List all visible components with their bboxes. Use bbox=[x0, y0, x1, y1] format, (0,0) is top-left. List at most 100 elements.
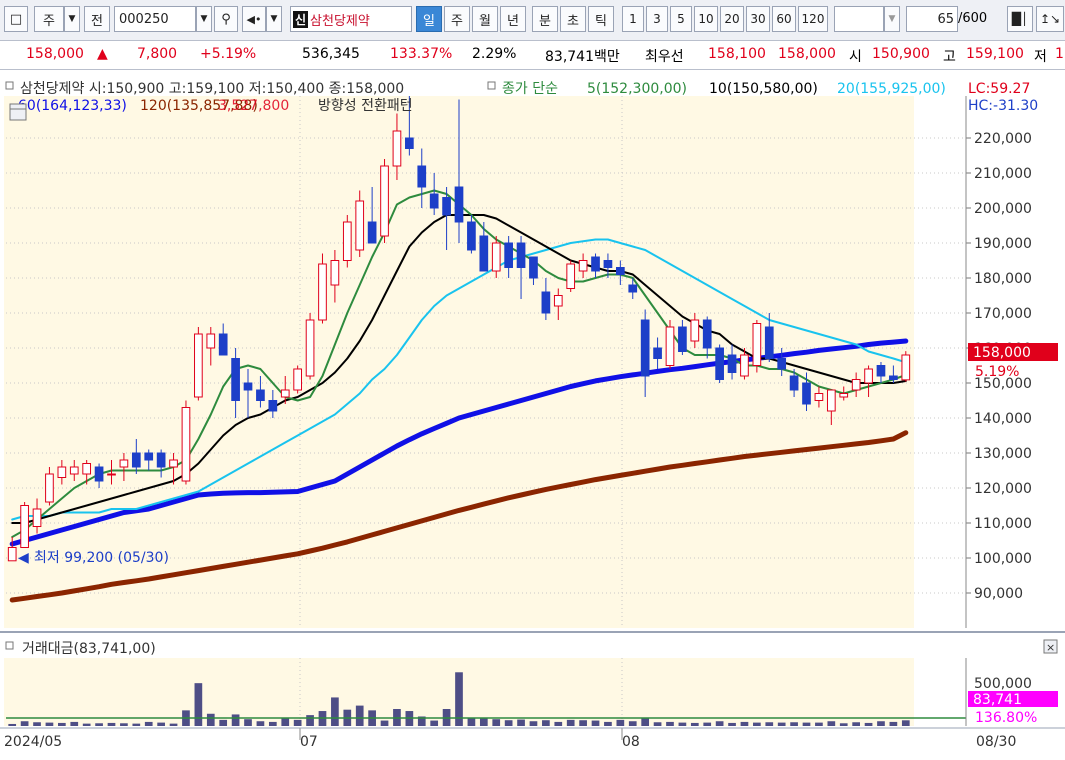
candle-body bbox=[181, 407, 191, 482]
candle-body bbox=[156, 452, 166, 468]
ma120-line bbox=[9, 430, 909, 603]
candle-body bbox=[591, 256, 600, 272]
prev-button[interactable]: 전 bbox=[84, 6, 110, 32]
last-change-label: 5.19% bbox=[975, 364, 1019, 380]
chart-area[interactable]: 90,000 100,000 110,000 120,000 130,000 140,00… bbox=[0, 70, 1065, 756]
interval-60[interactable]: 60 bbox=[772, 6, 796, 32]
candle-body bbox=[901, 354, 911, 381]
panel-close-icon[interactable] bbox=[1043, 639, 1058, 654]
price-chart-svg[interactable]: 90,000 100,000 110,000 120,000 130,000 140,00… bbox=[0, 70, 1065, 756]
page-count-input[interactable]: 65 bbox=[906, 6, 958, 32]
candle bbox=[889, 365, 898, 383]
interval-120[interactable]: 120 bbox=[798, 6, 828, 32]
candle-body bbox=[628, 284, 638, 293]
tab-period-minute[interactable]: 분 bbox=[532, 6, 558, 32]
speaker-dropdown-icon[interactable]: ▼ bbox=[266, 6, 282, 32]
interval-5[interactable]: 5 bbox=[670, 6, 692, 32]
interval-10[interactable]: 10 bbox=[694, 6, 718, 32]
interval-3[interactable]: 3 bbox=[646, 6, 668, 32]
candle-body bbox=[529, 256, 538, 279]
line-tool-icon[interactable]: ↥↘ bbox=[1036, 6, 1064, 32]
candle bbox=[690, 313, 700, 348]
volume-bar bbox=[231, 714, 240, 726]
interval-30[interactable]: 30 bbox=[746, 6, 770, 32]
calendar-icon[interactable] bbox=[9, 103, 27, 121]
interval-20[interactable]: 20 bbox=[720, 6, 744, 32]
candle bbox=[131, 439, 141, 474]
price-change: 7,800 bbox=[137, 46, 178, 62]
volume-bars bbox=[6, 672, 966, 726]
bid-price: 158,000 bbox=[778, 46, 836, 62]
candle-body bbox=[764, 326, 774, 359]
volume-tick-label: 500,000 bbox=[974, 676, 1032, 692]
volume-bar bbox=[479, 718, 488, 726]
candle-body bbox=[119, 459, 129, 468]
interval-dropdown-icon[interactable]: ▼ bbox=[884, 6, 900, 32]
ma20-polyline bbox=[11, 238, 907, 521]
candle bbox=[231, 348, 240, 418]
tab-period-week[interactable]: 주 bbox=[444, 6, 470, 32]
candle bbox=[20, 502, 29, 548]
candle-body bbox=[330, 260, 340, 286]
candle-body bbox=[243, 382, 253, 391]
volume-bar bbox=[455, 672, 463, 726]
candle-body bbox=[640, 319, 650, 377]
candle-body bbox=[665, 326, 675, 366]
candle-body bbox=[144, 452, 154, 461]
candle bbox=[169, 453, 178, 485]
y-tick-label: 130,000 bbox=[974, 446, 1032, 462]
candle-body bbox=[479, 235, 489, 272]
candle bbox=[119, 453, 129, 481]
volume-bar bbox=[268, 721, 277, 726]
stock-name-box[interactable]: 신 삼천당제약 bbox=[290, 6, 412, 32]
stock-code-input[interactable]: 000250 bbox=[114, 6, 196, 32]
tab-period-tick[interactable]: 틱 bbox=[588, 6, 614, 32]
candle-body bbox=[864, 368, 873, 384]
code-dropdown-icon[interactable]: ▼ bbox=[196, 6, 212, 32]
magnifier-icon[interactable]: ⚲ bbox=[214, 6, 238, 32]
candle bbox=[839, 386, 849, 401]
volume-bar bbox=[815, 722, 823, 726]
low-price: 1 bbox=[1055, 46, 1064, 62]
volume-bar bbox=[206, 713, 215, 726]
last-price-marker bbox=[968, 343, 1058, 361]
candle bbox=[479, 222, 489, 272]
candle-body bbox=[715, 347, 724, 380]
y-tick-label: 200,000 bbox=[974, 201, 1032, 217]
chart-type-icon[interactable]: █│ bbox=[1007, 6, 1033, 32]
candle bbox=[355, 190, 365, 257]
candle-body bbox=[20, 505, 29, 548]
volume-bar bbox=[802, 722, 811, 726]
tab-period-month[interactable]: 월 bbox=[472, 6, 498, 32]
candle-body bbox=[839, 393, 849, 398]
candle-body bbox=[454, 186, 464, 223]
type-dropdown-icon[interactable]: ▼ bbox=[64, 6, 80, 32]
volume-bar bbox=[20, 721, 29, 726]
tab-period-second[interactable]: 초 bbox=[560, 6, 586, 32]
volume-bar bbox=[877, 721, 885, 726]
candle-body bbox=[491, 242, 501, 272]
interval-1[interactable]: 1 bbox=[622, 6, 644, 32]
panel-close-glyph: × bbox=[1046, 641, 1055, 654]
candle bbox=[615, 260, 625, 285]
candle bbox=[740, 348, 749, 380]
high-price: 159,100 bbox=[966, 46, 1024, 62]
volume-bar bbox=[628, 721, 637, 726]
volume-bar bbox=[554, 721, 563, 726]
tab-period-day[interactable]: 일 bbox=[416, 6, 442, 32]
interval-custom-input[interactable] bbox=[834, 6, 884, 32]
volume-bar bbox=[331, 697, 339, 726]
window-menu-icon[interactable]: □ bbox=[4, 6, 28, 32]
candle bbox=[181, 400, 191, 485]
tab-period-year[interactable]: 년 bbox=[500, 6, 526, 32]
candle bbox=[144, 449, 154, 471]
turnover-rate: 2.29% bbox=[472, 46, 517, 62]
up-arrow-icon: ▲ bbox=[97, 46, 108, 62]
volume-bar bbox=[641, 718, 650, 726]
square-marker-icon bbox=[5, 81, 14, 90]
volume-bar bbox=[901, 720, 910, 726]
speaker-icon[interactable]: ◀• bbox=[242, 6, 266, 32]
type-selector[interactable]: 주 bbox=[34, 6, 64, 32]
candle-body bbox=[367, 221, 377, 244]
y-axis-ticks: 90,000 100,000 110,000 120,000 130,000 140,00… bbox=[966, 131, 1032, 602]
